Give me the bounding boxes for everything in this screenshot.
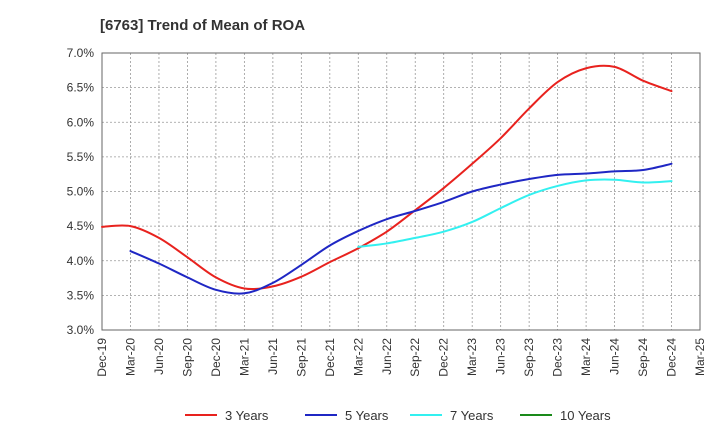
x-tick-label: Mar-21 (237, 338, 251, 376)
x-tick-label: Dec-20 (209, 338, 223, 377)
y-tick-label: 3.5% (67, 288, 95, 302)
x-tick-label: Sep-21 (294, 338, 308, 377)
legend-label: 7 Years (450, 408, 494, 423)
y-tick-label: 3.0% (67, 323, 95, 337)
y-tick-label: 7.0% (67, 46, 95, 60)
plot-border (101, 52, 701, 331)
series-lines (101, 64, 673, 295)
y-tick-label: 4.5% (67, 219, 95, 233)
y-tick-label: 6.5% (67, 81, 95, 95)
series-line-5-years (129, 162, 673, 295)
legend-item-10-years: 10 Years (520, 408, 611, 423)
legend-item-3-years: 3 Years (185, 408, 269, 423)
legend-label: 3 Years (225, 408, 269, 423)
y-tick-label: 4.0% (67, 254, 95, 268)
axes: 3.0% 3.5% 4.0% 4.5% 5.0% 5.5% 6.0% 6.5% 7.0% Dec-… (67, 46, 707, 377)
x-tick-label: Mar-22 (351, 338, 365, 376)
x-tick-label: Sep-23 (522, 338, 536, 377)
grid (101, 52, 701, 331)
x-tick-label: Mar-23 (465, 338, 479, 376)
legend-label: 10 Years (560, 408, 611, 423)
x-tick-label: Mar-24 (579, 338, 593, 376)
legend-label: 5 Years (345, 408, 389, 423)
legend-item-5-years: 5 Years (305, 408, 389, 423)
x-tick-label: Jun-20 (152, 338, 166, 375)
x-tick-label: Sep-24 (636, 338, 650, 377)
legend-item-7-years: 7 Years (410, 408, 494, 423)
x-tick-label: Mar-25 (693, 338, 707, 376)
x-tick-label: Dec-24 (665, 338, 679, 377)
chart-title: [6763] Trend of Mean of ROA (100, 17, 305, 34)
y-tick-label: 6.0% (67, 115, 95, 129)
x-tick-label: Dec-19 (95, 338, 109, 377)
x-tick-label: Jun-24 (608, 338, 622, 375)
x-tick-label: Dec-21 (323, 338, 337, 377)
x-tick-label: Jun-23 (494, 338, 508, 375)
x-tick-label: Jun-21 (266, 338, 280, 375)
x-tick-label: Jun-22 (380, 338, 394, 375)
y-tick-label: 5.0% (67, 185, 95, 199)
series-line-7-years (357, 178, 673, 248)
x-tick-label: Mar-20 (123, 338, 137, 376)
x-tick-label: Dec-22 (437, 338, 451, 377)
x-tick-label: Sep-22 (408, 338, 422, 377)
y-tick-label: 5.5% (67, 150, 95, 164)
x-tick-label: Sep-20 (180, 338, 194, 377)
x-tick-label: Dec-23 (551, 338, 565, 377)
legend: 3 Years 5 Years 7 Years 10 Years (185, 408, 611, 423)
series-line-3-years (101, 64, 673, 291)
